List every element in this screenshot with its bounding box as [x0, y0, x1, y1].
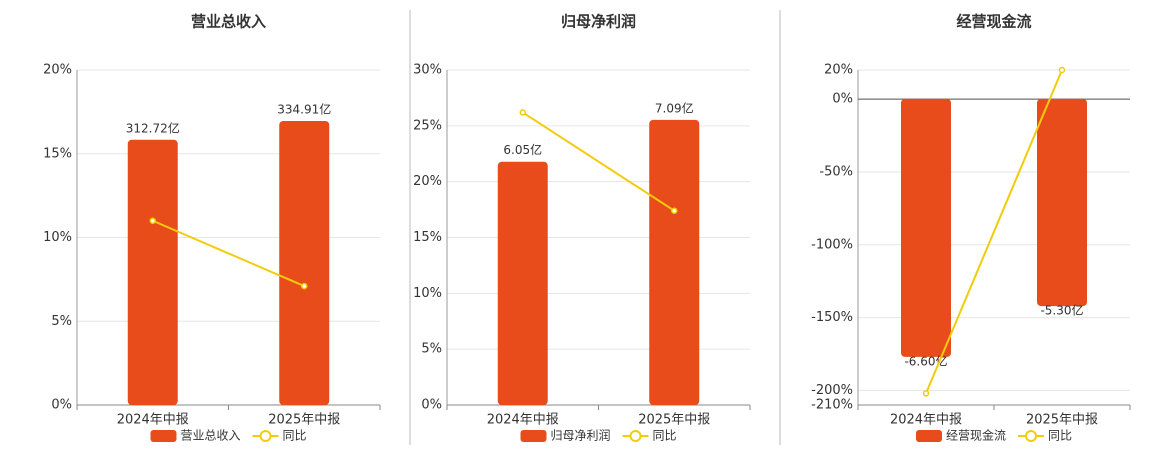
legend-swatch [150, 430, 177, 442]
y-tick-label: 5% [421, 342, 442, 357]
bar [901, 98, 951, 357]
value-label: -5.30亿 [1040, 303, 1083, 318]
y-tick-label: 0% [832, 92, 853, 107]
value-label: 6.05亿 [503, 142, 542, 157]
value-label: 334.91亿 [277, 101, 331, 116]
y-tick-label: 20% [824, 63, 853, 78]
bar [649, 119, 700, 405]
legend-swatch [916, 430, 942, 442]
x-tick-label: 2024年中报 [117, 413, 189, 428]
line-point [1058, 66, 1066, 74]
y-tick-label: 10% [413, 286, 442, 301]
y-tick-label: 15% [413, 230, 442, 245]
legend-swatch [1025, 430, 1038, 442]
legend-label: 同比 [1048, 429, 1072, 443]
chart-title: 经营现金流 [956, 13, 1031, 31]
y-tick-label: 25% [413, 118, 442, 133]
y-tick-label: 20% [43, 63, 72, 78]
y-tick-label: 0% [421, 398, 442, 413]
y-tick-label: -100% [811, 237, 853, 252]
legend-swatch [259, 430, 272, 442]
x-tick-label: 2025年中报 [638, 413, 710, 428]
bar [279, 120, 330, 405]
y-tick-label: -50% [819, 164, 853, 179]
value-label: -6.60亿 [904, 353, 947, 368]
y-tick-label: 30% [413, 63, 442, 78]
value-label: 312.72亿 [126, 120, 180, 135]
x-tick-label: 2025年中报 [1026, 413, 1098, 428]
chart-title: 营业总收入 [191, 13, 266, 31]
line-point [519, 109, 526, 116]
bar [127, 139, 178, 405]
line-point [671, 207, 678, 214]
y-tick-label: 10% [43, 230, 72, 245]
line [925, 69, 1063, 394]
legend-swatch [629, 430, 642, 442]
legend-swatch [520, 430, 547, 442]
line-point [301, 282, 308, 290]
chart-title: 归母净利润 [561, 13, 636, 31]
y-tick-label: -200% [811, 383, 853, 398]
y-tick-label: 5% [51, 314, 72, 329]
legend-label: 同比 [653, 429, 677, 443]
y-tick-label: -210% [811, 398, 853, 413]
y-tick-label: 20% [413, 174, 442, 189]
line-point [149, 217, 156, 224]
bar [1037, 98, 1087, 307]
x-tick-label: 2024年中报 [487, 413, 559, 428]
line-point [922, 390, 930, 397]
value-label: 7.09亿 [655, 100, 694, 115]
legend-label: 营业总收入 [181, 429, 241, 443]
x-tick-label: 2024年中报 [890, 413, 962, 428]
legend-label: 归母净利润 [551, 429, 611, 443]
x-tick-label: 2025年中报 [268, 413, 340, 428]
legend-label: 经营现金流 [946, 428, 1006, 443]
y-tick-label: 15% [43, 146, 72, 161]
y-tick-label: 0% [51, 398, 72, 413]
line [152, 219, 305, 287]
line [522, 111, 675, 212]
legend-label: 同比 [283, 429, 307, 443]
bar [497, 161, 548, 405]
y-tick-label: -150% [811, 310, 853, 325]
